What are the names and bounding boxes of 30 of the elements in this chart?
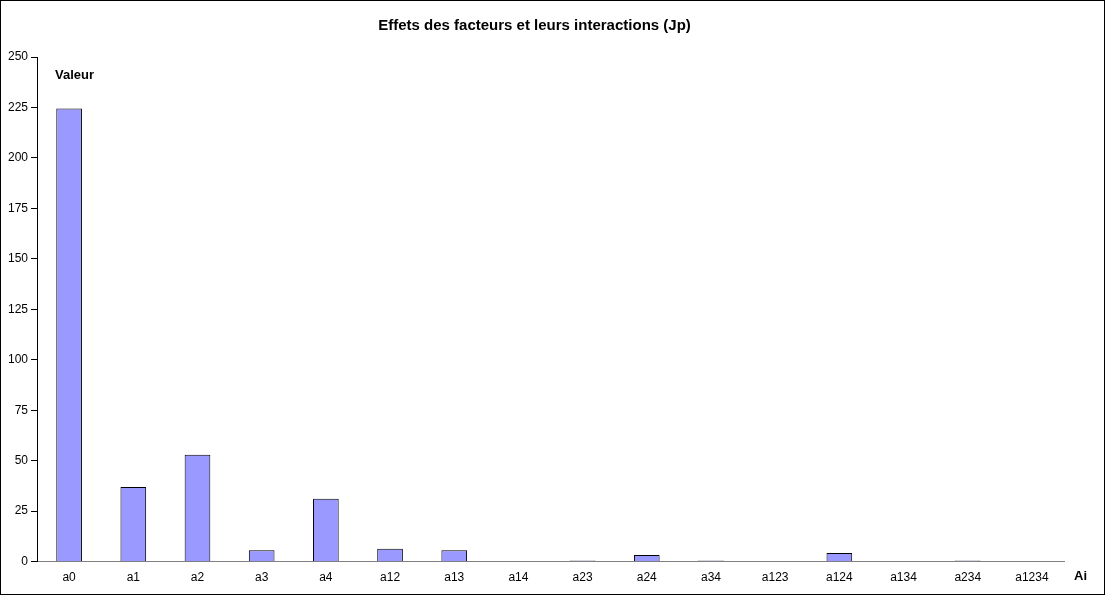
x-tick-label: a34 bbox=[700, 570, 722, 585]
x-axis-title: Ai bbox=[1074, 567, 1087, 583]
y-tick-label: 25 bbox=[14, 503, 29, 518]
x-tick-label: a0 bbox=[62, 570, 77, 585]
x-tick-label: a3 bbox=[254, 570, 269, 585]
y-tick-label: 175 bbox=[7, 200, 29, 215]
y-tick-label: 200 bbox=[7, 150, 29, 165]
x-tick-label: a124 bbox=[826, 570, 854, 585]
y-tick-label: 75 bbox=[14, 402, 29, 417]
y-tick-label: 50 bbox=[14, 452, 29, 467]
x-tick-label: a1 bbox=[126, 570, 141, 585]
chart-title: Effets des facteurs et leurs interactions (Jp) bbox=[378, 16, 691, 34]
x-tick-label: a4 bbox=[319, 570, 333, 585]
x-tick-label: a234 bbox=[954, 570, 982, 585]
x-tick-label: a123 bbox=[761, 570, 789, 585]
x-tick-label: a24 bbox=[636, 570, 658, 585]
y-tick-label: 0 bbox=[21, 553, 29, 568]
x-tick-label: a13 bbox=[444, 570, 465, 585]
y-tick-label: 250 bbox=[7, 49, 29, 64]
y-axis-title: Valeur bbox=[55, 66, 95, 82]
x-tick-label: a2 bbox=[190, 570, 205, 585]
x-tick-label: a23 bbox=[572, 570, 593, 585]
x-tick-label: a12 bbox=[380, 570, 401, 585]
y-tick-label: 125 bbox=[7, 301, 29, 316]
y-tick-label: 150 bbox=[7, 251, 29, 266]
x-tick-label: a14 bbox=[508, 570, 529, 585]
x-tick-label: a134 bbox=[890, 570, 918, 585]
y-tick-label: 100 bbox=[7, 352, 29, 367]
x-tick-label: a1234 bbox=[1015, 570, 1049, 585]
y-tick-label: 225 bbox=[7, 99, 29, 114]
